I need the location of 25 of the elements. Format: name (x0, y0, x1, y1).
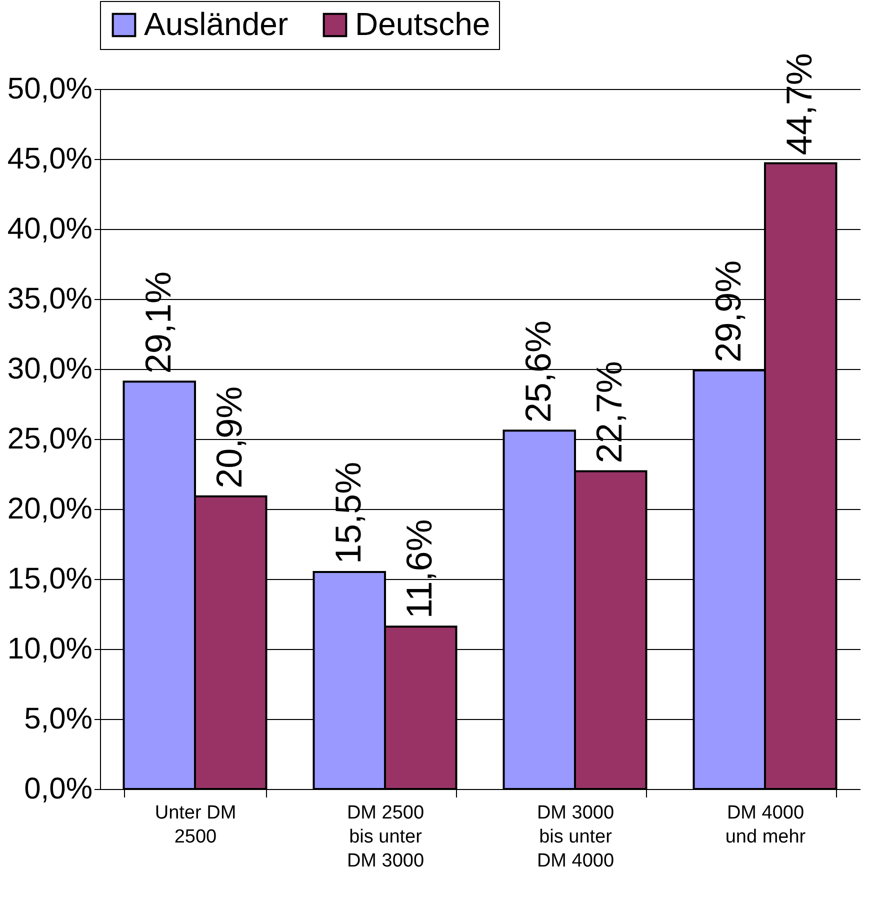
data-label: 20,9% (208, 386, 250, 488)
y-tick-label: 30,0% (7, 352, 92, 386)
x-tick-label: DM 4000 und mehr (725, 802, 806, 848)
legend-label: Ausländer (144, 6, 288, 42)
data-label: 22,7% (588, 361, 630, 464)
y-tick-label: 50,0% (7, 72, 92, 106)
x-tick-label: Unter DM 2500 (154, 802, 236, 848)
y-tick-label: 35,0% (7, 282, 92, 316)
y-tick-label: 40,0% (7, 212, 92, 246)
y-tick-label: 0,0% (24, 772, 92, 806)
y-tick-label: 20,0% (7, 492, 92, 526)
y-tick-label: 10,0% (7, 632, 92, 666)
data-label: 15,5% (327, 462, 368, 564)
data-label: 44,7% (778, 53, 820, 156)
y-tick-label: 25,0% (7, 422, 92, 456)
x-tick-label: DM 2500 bis unter DM 3000 (346, 802, 424, 872)
y-tick-label: 45,0% (7, 142, 92, 176)
y-tick-label: 5,0% (24, 702, 92, 736)
data-label: 29,9% (707, 260, 748, 362)
legend-label: Deutsche (355, 6, 490, 42)
y-tick-label: 15,0% (7, 562, 92, 596)
data-label: 11,6% (398, 519, 440, 619)
x-tick-label: DM 3000 bis unter DM 4000 (536, 802, 614, 872)
data-label: 29,1% (137, 272, 178, 374)
data-label: 25,6% (517, 320, 558, 423)
